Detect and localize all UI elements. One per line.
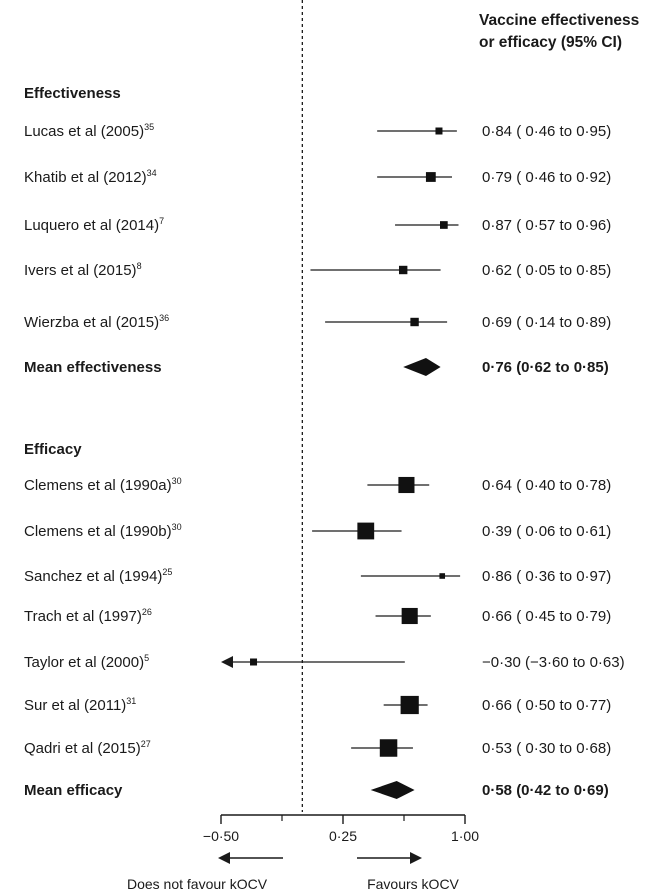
summary-label: Mean efficacy [24,782,123,799]
study-label: Luquero et al (2014)7 [24,216,164,234]
ci-label: 0·39 ( 0·06 to 0·61) [482,523,611,540]
ci-label: 0·86 ( 0·36 to 0·97) [482,568,611,585]
study-reference: 31 [126,696,136,706]
study-name: Trach et al (1997) [24,608,142,625]
study-label: Qadri et al (2015)27 [24,739,151,757]
study-name: Sanchez et al (1994) [24,568,162,585]
point-estimate [425,172,436,182]
study-reference: 25 [162,567,172,577]
ci-label: 0·66 ( 0·45 to 0·79) [482,608,611,625]
x-tick-label: 0·25 [329,828,357,844]
study-reference: 30 [172,522,182,532]
study-label: Trach et al (1997)26 [24,607,152,625]
point-estimate [439,573,446,579]
study-label: Wierzba et al (2015)36 [24,313,169,331]
point-estimate [250,658,258,666]
study-name: Khatib et al (2012) [24,169,147,186]
summary-diamond [403,358,441,376]
point-estimate [410,317,419,327]
study-label: Taylor et al (2000)5 [24,653,149,671]
point-estimate [398,476,415,494]
summary-label: Mean effectiveness [24,359,162,376]
study-label: Clemens et al (1990a)30 [24,476,182,494]
ci-label: 0·64 ( 0·40 to 0·78) [482,477,611,494]
point-estimate [357,522,375,540]
column-header-line: Vaccine effectiveness [479,12,639,29]
left-direction-arrowhead [218,852,230,864]
study-label: Khatib et al (2012)34 [24,168,157,186]
group-label: Efficacy [24,441,82,458]
ci-label: 0·66 ( 0·50 to 0·77) [482,697,611,714]
study-label: Sur et al (2011)31 [24,696,136,714]
right-direction-arrowhead [410,852,422,864]
point-estimate [400,695,419,715]
study-name: Lucas et al (2005) [24,123,144,140]
study-reference: 27 [141,739,151,749]
study-reference: 5 [144,653,149,663]
study-name: Taylor et al (2000) [24,654,144,671]
ci-label: 0·79 ( 0·46 to 0·92) [482,169,611,186]
study-reference: 35 [144,122,154,132]
study-label: Lucas et al (2005)35 [24,122,154,140]
study-name: Clemens et al (1990b) [24,523,172,540]
study-name: Qadri et al (2015) [24,740,141,757]
x-tick-label: −0·50 [203,828,239,844]
study-label: Ivers et al (2015)8 [24,261,142,279]
point-estimate [379,739,398,757]
study-reference: 30 [172,476,182,486]
point-estimate [435,127,443,135]
ci-label: −0·30 (−3·60 to 0·63) [482,654,625,671]
point-estimate [440,221,448,229]
summary-ci-label: 0·58 (0·42 to 0·69) [482,782,609,799]
study-name: Sur et al (2011) [24,697,126,714]
study-name: Clemens et al (1990a) [24,477,172,494]
study-reference: 8 [137,261,142,271]
column-header-line: or efficacy (95% CI) [479,34,622,51]
study-reference: 36 [159,313,169,323]
study-reference: 26 [142,607,152,617]
study-reference: 7 [159,216,164,226]
point-estimate [401,607,418,625]
ci-label: 0·69 ( 0·14 to 0·89) [482,314,611,331]
point-estimate [398,265,408,275]
study-reference: 34 [147,168,157,178]
ci-label: 0·62 ( 0·05 to 0·85) [482,262,611,279]
study-name: Wierzba et al (2015) [24,314,159,331]
ci-arrowhead [221,656,233,668]
x-tick-label: 1·00 [451,828,479,844]
study-label: Clemens et al (1990b)30 [24,522,182,540]
summary-ci-label: 0·76 (0·62 to 0·85) [482,359,609,376]
summary-diamond [370,781,415,799]
ci-label: 0·87 ( 0·57 to 0·96) [482,217,611,234]
ci-label: 0·84 ( 0·46 to 0·95) [482,123,611,140]
right-direction-label: Favours kOCV [367,876,459,892]
ci-label: 0·53 ( 0·30 to 0·68) [482,740,611,757]
study-label: Sanchez et al (1994)25 [24,567,172,585]
study-name: Ivers et al (2015) [24,262,137,279]
group-label: Effectiveness [24,85,121,102]
study-name: Luquero et al (2014) [24,217,159,234]
left-direction-label: Does not favour kOCV [127,876,268,892]
